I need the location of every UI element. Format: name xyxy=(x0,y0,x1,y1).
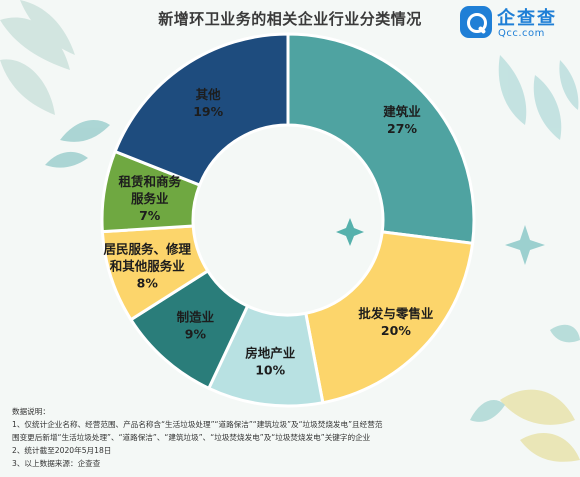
data-notes: 数据说明： 1、仅统计企业名称、经营范围、产品名称含“生活垃圾处理”“道路保洁”… xyxy=(12,405,572,470)
slice-label-6: 其他 xyxy=(196,87,222,102)
slice-label-5: 服务业 xyxy=(131,191,169,206)
notes-heading: 数据说明： xyxy=(12,407,50,416)
slice-value-label-4: 8% xyxy=(137,276,159,291)
slice-6 xyxy=(113,32,290,187)
note-line-2: 围变更后新增“生活垃圾处理”、“道路保洁”、“建筑垃圾”、“垃圾焚烧发电”及“垃… xyxy=(12,433,371,442)
logo-domain: Qcc.com xyxy=(498,28,545,39)
page-title: 新增环卫业务的相关企业行业分类情况 xyxy=(158,10,422,28)
slice-1 xyxy=(304,230,475,405)
slice-label-0: 建筑业 xyxy=(383,104,421,119)
logo-text: 企查查 xyxy=(497,8,557,29)
slice-label-1: 批发与零售业 xyxy=(358,306,434,321)
slice-label-5: 租赁和商务 xyxy=(118,174,181,189)
note-line-1: 1、仅统计企业名称、经营范围、产品名称含“生活垃圾处理”“道路保洁”“建筑垃圾”… xyxy=(12,420,383,429)
slice-label-3: 制造业 xyxy=(177,310,215,325)
slice-0 xyxy=(286,32,476,245)
slice-label-4: 和其他服务业 xyxy=(109,259,186,274)
slice-value-label-0: 27% xyxy=(387,121,417,136)
slice-value-label-2: 10% xyxy=(255,362,285,377)
slice-value-label-3: 9% xyxy=(185,327,207,342)
qcc-logo: 企查查 Qcc.com xyxy=(460,4,576,42)
note-line-3: 2、统计截至2020年5月18日 xyxy=(12,446,112,455)
slice-value-label-5: 7% xyxy=(139,208,161,223)
magnifier-logo-icon xyxy=(460,6,492,38)
slice-label-4: 居民服务、修理 xyxy=(103,242,191,257)
slice-label-2: 房地产业 xyxy=(245,345,296,360)
slice-value-label-6: 19% xyxy=(193,104,223,119)
note-line-4: 3、以上数据来源：企查查 xyxy=(12,459,101,468)
slice-value-label-1: 20% xyxy=(381,323,411,338)
